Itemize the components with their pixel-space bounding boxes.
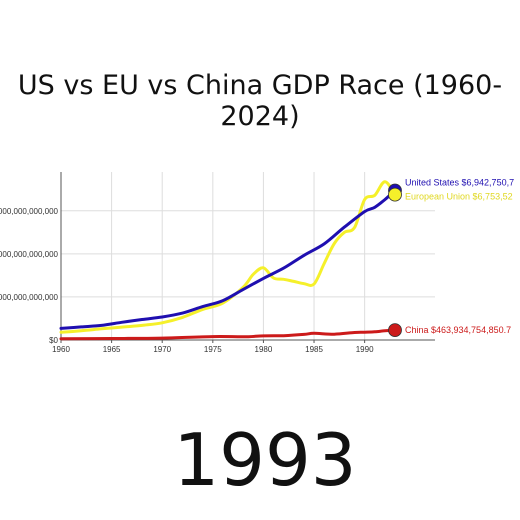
x-tick-label: 1980: [255, 345, 273, 354]
series-line-united-states: [59, 189, 397, 330]
end-label-china: China $463,934,754,850.7: [405, 325, 511, 335]
y-tick-label: $0: [49, 336, 58, 345]
x-tick-label: 1990: [356, 345, 374, 354]
x-tick-label: 1965: [103, 345, 121, 354]
axis-layer: 1960 1965 1970 1975 1980 1985 1990 $0 $2,000,000…: [0, 172, 435, 354]
series-line-china: [59, 328, 397, 341]
x-tick-label: 1970: [153, 345, 171, 354]
end-label-layer: United States $6,942,750,7 European Union…: [388, 178, 514, 337]
y-tick-label: $6,000,000,000,000: [0, 207, 59, 216]
series-layer: [59, 180, 397, 341]
chart-title: US vs EU vs China GDP Race (1960-2024): [17, 70, 503, 132]
current-year-label: 1993: [173, 418, 357, 502]
y-tick-label: $4,000,000,000,000: [0, 250, 59, 259]
y-tick-label: $2,000,000,000,000: [0, 293, 59, 302]
x-tick-label: 1960: [52, 345, 70, 354]
end-label-united-states: United States $6,942,750,7: [405, 178, 514, 188]
series-line-european-union: [59, 180, 397, 334]
x-tick-label: 1985: [305, 345, 323, 354]
x-tick-label: 1975: [204, 345, 222, 354]
end-marker-china: [388, 323, 402, 337]
end-marker-european-union: [388, 187, 402, 202]
grid-layer: [60, 172, 435, 341]
end-label-european-union: European Union $6,753,52: [405, 192, 513, 202]
